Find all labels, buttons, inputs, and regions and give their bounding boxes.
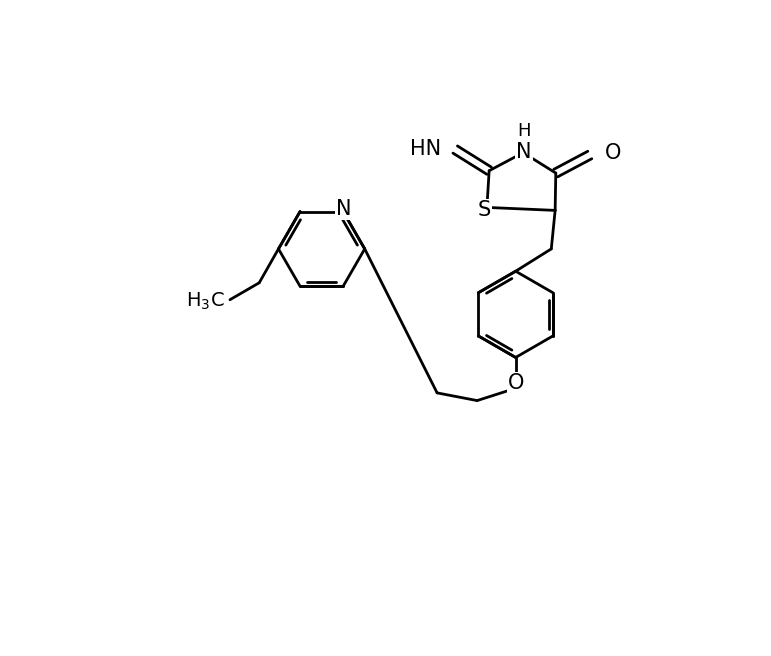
Text: O: O: [508, 373, 524, 393]
Text: N: N: [336, 199, 352, 219]
Text: H$_3$C: H$_3$C: [186, 291, 224, 312]
Text: N: N: [516, 142, 532, 162]
Text: S: S: [478, 201, 491, 220]
Text: O: O: [604, 144, 621, 163]
Text: HN: HN: [410, 139, 441, 159]
Text: H: H: [517, 122, 530, 140]
